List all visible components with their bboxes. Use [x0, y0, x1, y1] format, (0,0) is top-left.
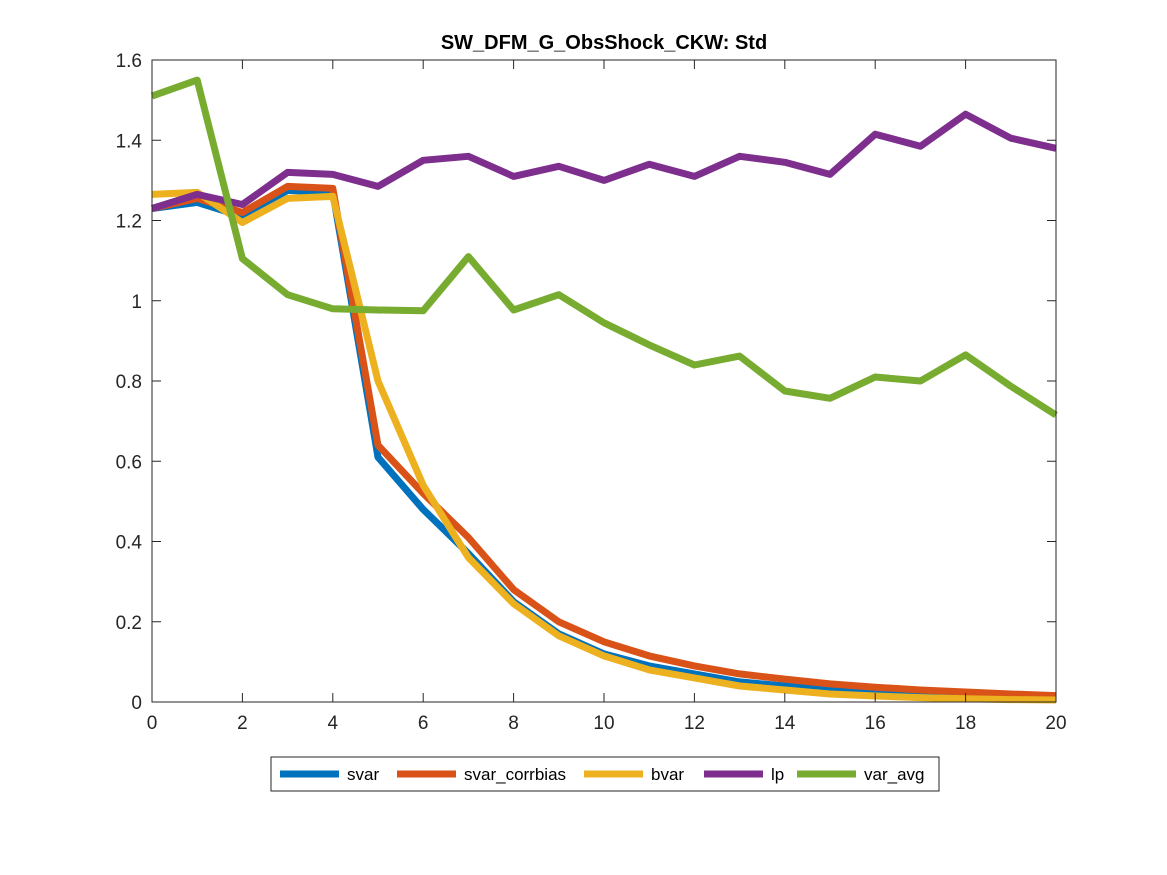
- x-tick-label: 20: [1045, 713, 1066, 734]
- x-tick-label: 2: [237, 713, 248, 734]
- legend-label-svar-corrbias: svar_corrbias: [464, 765, 566, 784]
- tick-layer: 0 2 4 6 8 10 12 14 16 18 20 0 0.2 0.4 0.6 0.8 1 1.2 1.4 1.6: [116, 51, 1067, 734]
- series-line-svar-corrbias: [151, 182, 1057, 700]
- legend: svar svar_corrbias bvar lp var_avg: [270, 756, 940, 792]
- y-tick-label: 0.8: [116, 372, 142, 393]
- y-tick-label: 1.4: [116, 131, 143, 152]
- series-line-bvar: [151, 188, 1057, 704]
- legend-label-svar: svar: [347, 765, 379, 784]
- y-tick-label: 1.6: [116, 51, 142, 72]
- y-tick-label: 1: [131, 292, 142, 313]
- x-tick-label: 10: [593, 713, 614, 734]
- y-tick-label: 0.2: [116, 613, 142, 634]
- x-tick-label: 12: [684, 713, 705, 734]
- x-tick-label: 14: [774, 713, 796, 734]
- legend-label-bvar: bvar: [651, 765, 684, 784]
- x-tick-label: 6: [418, 713, 429, 734]
- legend-label-lp: lp: [771, 765, 784, 784]
- series-line-lp: [150, 110, 1057, 212]
- y-tick-label: 0.4: [116, 533, 143, 554]
- y-tick-label: 0.6: [116, 452, 142, 473]
- chart-title: SW_DFM_G_ObsShock_CKW: Std: [441, 32, 767, 54]
- x-tick-label: 8: [508, 713, 519, 734]
- x-tick-label: 0: [147, 713, 158, 734]
- x-tick-label: 4: [328, 713, 339, 734]
- series-line-var-avg: [150, 76, 1058, 419]
- legend-label-var-avg: var_avg: [864, 765, 924, 784]
- y-tick-label: 1.2: [116, 212, 142, 233]
- y-tick-label: 0: [131, 693, 142, 714]
- x-tick-label: 16: [865, 713, 886, 734]
- x-tick-label: 18: [955, 713, 976, 734]
- series-layer: [150, 76, 1058, 704]
